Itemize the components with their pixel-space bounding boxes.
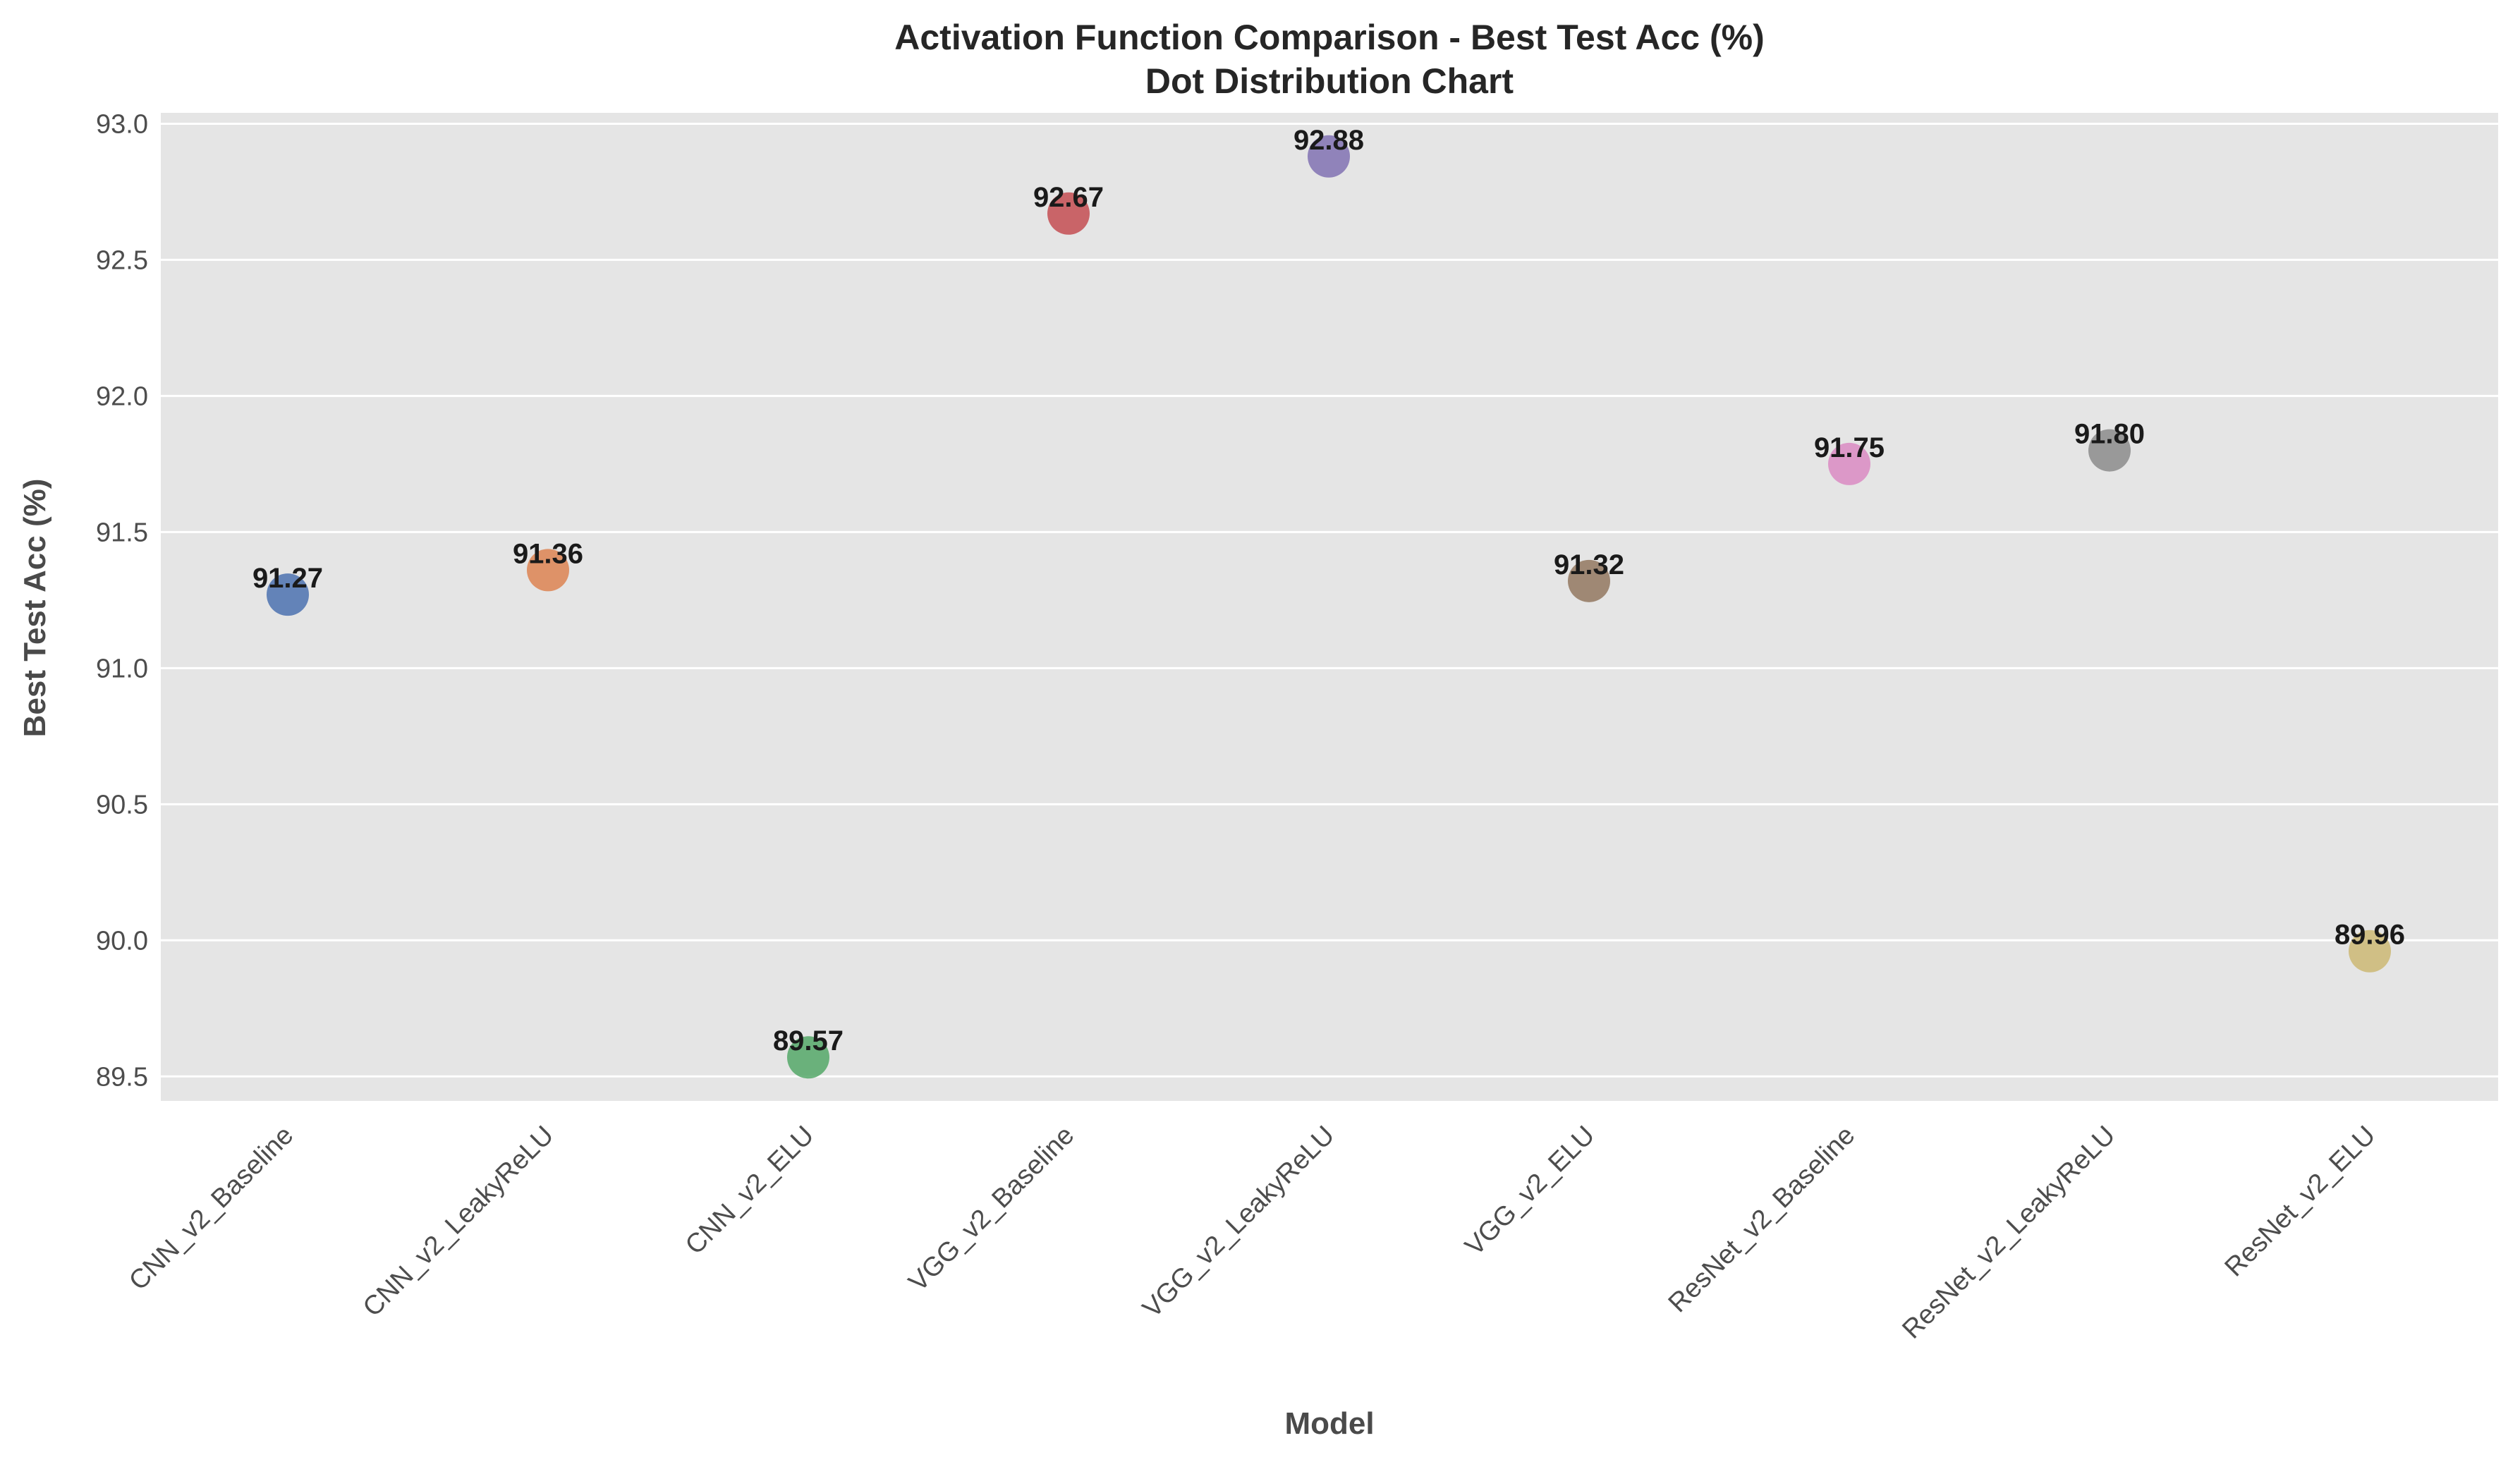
data-points [267,135,2391,1079]
x-tick-label: CNN_v2_Baseline [123,1121,299,1296]
y-axis-label: Best Test Acc (%) [18,479,52,738]
data-label: 91.32 [1554,549,1624,580]
chart-subtitle: Dot Distribution Chart [1145,61,1514,101]
x-tick-label: ResNet_v2_LeakyReLU [1897,1121,2121,1345]
y-tick-label: 90.0 [96,926,148,956]
data-labels: 91.27 91.36 89.57 92.67 92.88 91.32 91.75 91.80… [252,125,2405,1056]
y-tick-label: 89.5 [96,1062,148,1092]
data-point [1047,192,1090,235]
x-tick-label: ResNet_v2_Baseline [1663,1121,1861,1319]
x-tick-label: VGG_v2_LeakyReLU [1137,1121,1340,1324]
x-tick-label: CNN_v2_LeakyReLU [358,1121,560,1323]
y-tick-labels: 89.5 90.0 90.5 91.0 91.5 92.0 92.5 93.0 [96,109,148,1092]
data-label: 91.36 [513,538,583,569]
x-tick-label: VGG_v2_ELU [1459,1121,1600,1262]
y-tick-label: 91.0 [96,654,148,683]
data-point [2349,930,2391,973]
data-point [267,573,309,616]
data-point [787,1036,829,1079]
x-axis-label: Model [1284,1406,1374,1441]
x-tick-label: VGG_v2_Baseline [903,1121,1081,1298]
y-tick-label: 90.5 [96,790,148,820]
data-point [1308,135,1350,178]
grid-lines [161,122,2498,1078]
data-label: 92.88 [1294,125,1364,156]
data-label: 91.80 [2074,419,2145,450]
y-tick-label: 92.5 [96,245,148,275]
data-label: 91.75 [1814,432,1885,463]
chart-title: Activation Function Comparison - Best Te… [894,18,1764,57]
y-tick-label: 92.0 [96,382,148,411]
x-tick-label: ResNet_v2_ELU [2220,1121,2382,1283]
data-label: 89.57 [773,1025,844,1056]
y-tick-label: 93.0 [96,109,148,139]
data-label: 89.96 [2335,920,2405,951]
plot-area [161,113,2498,1101]
x-tick-label: CNN_v2_ELU [680,1121,820,1260]
data-label: 91.27 [252,563,323,594]
data-point [2088,429,2131,472]
x-tick-labels: CNN_v2_Baseline CNN_v2_LeakyReLU CNN_v2_EL… [123,1121,2381,1345]
data-point [1828,442,1870,485]
data-point [1568,559,1610,602]
data-label: 92.67 [1033,182,1104,213]
data-point [527,549,569,592]
y-tick-label: 91.5 [96,518,148,547]
